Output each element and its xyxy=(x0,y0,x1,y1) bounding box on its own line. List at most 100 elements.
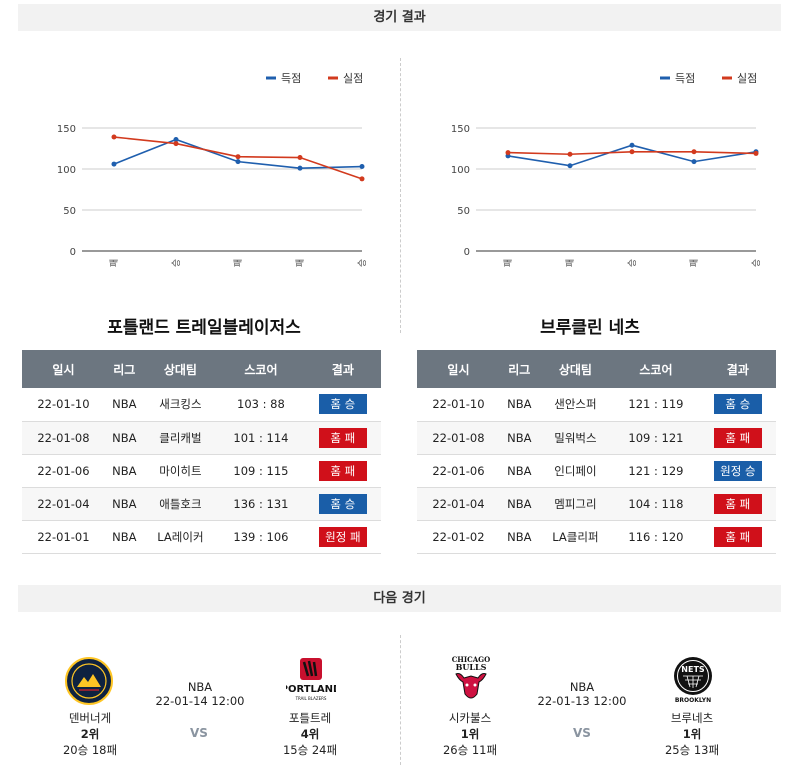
row-result: 원정 승 xyxy=(699,454,776,488)
result-badge: 홈 패 xyxy=(318,460,367,481)
x-tick-label: 승 xyxy=(357,259,368,267)
row-result: 홈 승 xyxy=(699,388,776,422)
result-badge: 홈 승 xyxy=(318,394,367,415)
data-point-allowed xyxy=(567,151,573,157)
row-opponent: 새크킹스 xyxy=(143,388,218,422)
team-rank: 1위 xyxy=(682,727,702,741)
row-date: 22-01-06 xyxy=(22,454,105,488)
row-league: NBA xyxy=(499,520,539,554)
nuggets-logo-icon xyxy=(65,657,113,705)
row-opponent: 인디페이 xyxy=(538,454,613,488)
x-tick-label: 승 xyxy=(751,259,762,267)
nets-logo-icon: NETS BROOKLYN xyxy=(674,657,712,704)
table-row: 22-01-10 NBA 샌안스퍼 121 : 119 홈 승 xyxy=(417,388,776,422)
table-header-row: 일시 리그 상대팀 스코어 결과 xyxy=(22,350,381,388)
row-result: 홈 패 xyxy=(699,421,776,455)
data-point-scored xyxy=(173,136,179,142)
next2-away: 브루네츠 1위 25승 13패 xyxy=(642,710,742,758)
row-result: 홈 패 xyxy=(304,454,381,488)
row-score: 116 : 120 xyxy=(612,520,700,554)
result-badge: 원정 패 xyxy=(318,526,367,547)
next-divider xyxy=(400,635,401,765)
row-date: 22-01-08 xyxy=(22,421,105,455)
row-opponent: 밀워벅스 xyxy=(538,421,613,455)
header-date: 일시 xyxy=(417,350,500,388)
result-badge: 홈 승 xyxy=(318,493,367,514)
blazers-logo-icon: PORTLAND TRAIL BLAZERS xyxy=(286,658,336,701)
row-score: 121 : 119 xyxy=(612,388,700,422)
row-opponent: 멤피그리 xyxy=(538,487,613,521)
row-score: 104 : 118 xyxy=(612,487,700,521)
data-point-scored xyxy=(111,161,117,167)
result-badge: 홈 패 xyxy=(713,493,762,514)
row-result: 홈 패 xyxy=(699,487,776,521)
row-score: 109 : 115 xyxy=(217,454,305,488)
row-date: 22-01-04 xyxy=(417,487,500,521)
row-league: NBA xyxy=(104,421,144,455)
table-row: 22-01-06 NBA 마이히트 109 : 115 홈 패 xyxy=(22,454,381,488)
logo-subtext: BROOKLYN xyxy=(675,697,711,704)
portland-score-chart: 득점 실점 0 50 100 150 패 승 패 패 승 xyxy=(57,72,368,267)
row-score: 101 : 114 xyxy=(217,421,305,455)
next1-info: NBA 22-01-14 12:00 xyxy=(150,680,250,708)
row-date: 22-01-10 xyxy=(22,388,105,422)
x-tick-label: 승 xyxy=(171,259,182,267)
bulls-logo-icon: CHICAGO BULLS xyxy=(452,655,491,699)
x-tick-label: 패 xyxy=(689,259,700,267)
header-league: 리그 xyxy=(499,350,539,388)
data-point-scored xyxy=(359,164,365,170)
y-tick-label: 50 xyxy=(457,206,470,217)
row-league: NBA xyxy=(499,388,539,422)
table-row: 22-01-04 NBA 애틀호크 136 : 131 홈 승 xyxy=(22,487,381,521)
row-league: NBA xyxy=(104,454,144,488)
game-datetime: 22-01-13 12:00 xyxy=(537,694,627,708)
data-point-allowed xyxy=(173,141,179,147)
y-tick-label: 150 xyxy=(451,124,470,135)
game-league: NBA xyxy=(569,680,595,694)
logo-text: CHICAGO xyxy=(452,655,491,664)
results-divider xyxy=(400,58,401,333)
data-point-allowed xyxy=(297,155,303,161)
logo-text: NETS xyxy=(681,665,705,674)
row-score: 121 : 129 xyxy=(612,454,700,488)
row-date: 22-01-01 xyxy=(22,520,105,554)
data-point-allowed xyxy=(111,134,117,140)
team-title-brooklyn: 브루클린 네츠 xyxy=(540,318,640,338)
header-result: 결과 xyxy=(304,350,381,388)
data-point-scored xyxy=(297,165,303,171)
row-result: 원정 패 xyxy=(304,520,381,554)
table-row: 22-01-06 NBA 인디페이 121 : 129 원정 승 xyxy=(417,454,776,488)
team-name: 포틀트레 xyxy=(288,711,332,725)
data-point-scored xyxy=(629,142,635,148)
team-record: 15승 24패 xyxy=(282,743,338,757)
data-point-scored xyxy=(691,159,697,165)
result-badge: 원정 승 xyxy=(713,460,762,481)
result-badge: 홈 패 xyxy=(713,427,762,448)
y-tick-label: 100 xyxy=(451,165,470,176)
row-opponent: 샌안스퍼 xyxy=(538,388,613,422)
row-score: 103 : 88 xyxy=(217,388,305,422)
next2-home: 시카불스 1위 26승 11패 xyxy=(420,710,520,758)
next1-away: 포틀트레 4위 15승 24패 xyxy=(260,710,360,758)
table-row: 22-01-02 NBA LA클리퍼 116 : 120 홈 패 xyxy=(417,520,776,554)
y-tick-label: 0 xyxy=(70,247,76,258)
y-tick-label: 0 xyxy=(464,247,470,258)
y-tick-label: 50 xyxy=(63,206,76,217)
row-league: NBA xyxy=(104,487,144,521)
table-header-row: 일시 리그 상대팀 스코어 결과 xyxy=(417,350,776,388)
header-opponent: 상대팀 xyxy=(143,350,218,388)
results-section-title: 경기 결과 xyxy=(18,4,781,31)
row-score: 109 : 121 xyxy=(612,421,700,455)
data-point-scored xyxy=(235,159,241,165)
row-date: 22-01-06 xyxy=(417,454,500,488)
header-score: 스코어 xyxy=(612,350,700,388)
data-point-allowed xyxy=(691,149,697,155)
row-score: 139 : 106 xyxy=(217,520,305,554)
row-date: 22-01-02 xyxy=(417,520,500,554)
series-line-scored xyxy=(507,144,757,167)
brooklyn-score-chart: 득점 실점 0 50 100 150 패 패 승 패 승 xyxy=(451,72,762,267)
team-record: 20승 18패 xyxy=(62,743,118,757)
table-row: 22-01-10 NBA 새크킹스 103 : 88 홈 승 xyxy=(22,388,381,422)
legend-label-scored: 득점 xyxy=(281,72,301,85)
table-row: 22-01-04 NBA 멤피그리 104 : 118 홈 패 xyxy=(417,487,776,521)
